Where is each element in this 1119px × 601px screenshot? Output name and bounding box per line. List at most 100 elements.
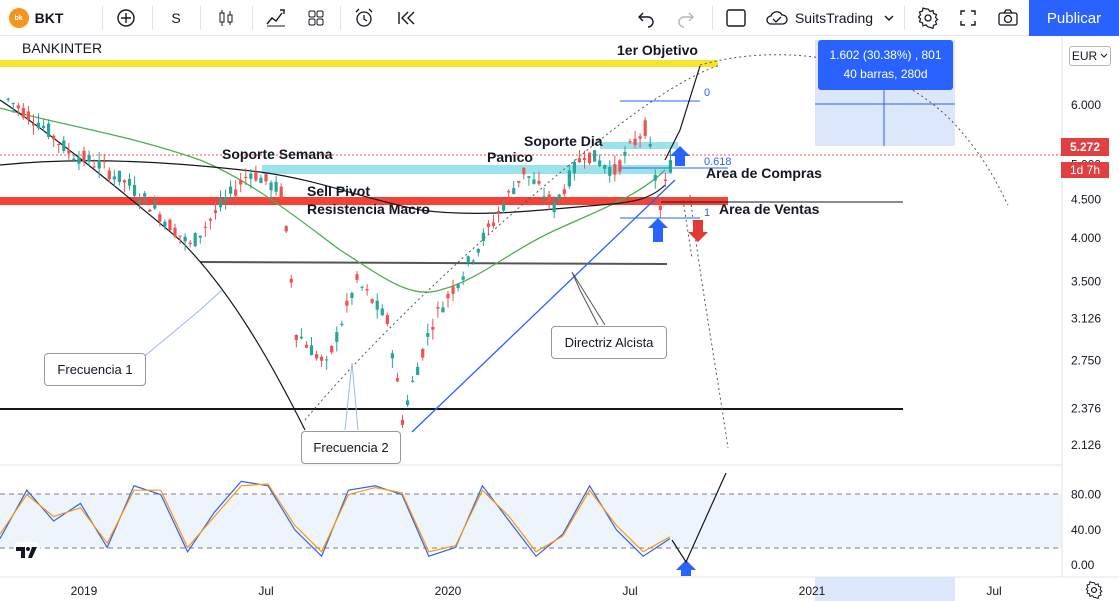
candle-body <box>461 276 465 280</box>
fib-label-0: 0 <box>704 87 710 99</box>
stochastic-oscillator[interactable] <box>0 480 671 558</box>
ma-black-line[interactable] <box>0 160 666 214</box>
publish-button[interactable]: Publicar <box>1029 0 1119 36</box>
candle-body <box>562 189 566 195</box>
axis-settings-icon[interactable] <box>1085 581 1103 599</box>
measure-line-2: 40 barras, 280d <box>843 67 928 81</box>
candle-body <box>52 135 56 140</box>
candle-body <box>628 141 632 143</box>
time-axis[interactable]: 2019Jul2020Jul2021Jul2022Jul2023Jul2024 <box>71 584 1119 598</box>
candle-body <box>663 179 667 181</box>
alert-icon[interactable] <box>350 0 378 36</box>
interval-button[interactable]: S <box>171 10 181 26</box>
candle-body <box>92 166 96 168</box>
currency-select[interactable]: EUR <box>1069 46 1111 66</box>
label-panico[interactable]: Panico <box>487 149 533 165</box>
directriz-alcista-line[interactable] <box>411 179 676 433</box>
candle-body <box>547 194 551 202</box>
candle-body <box>643 120 647 136</box>
snapshot-icon[interactable] <box>994 0 1022 36</box>
support-line-380[interactable] <box>199 261 668 265</box>
fib-label-1: 1 <box>704 207 710 219</box>
symbol-name: BKT <box>34 10 64 26</box>
callout-directriz[interactable]: Directriz Alcista <box>551 326 667 359</box>
replay-icon[interactable] <box>392 0 420 36</box>
candle-body <box>289 278 293 283</box>
layout-icon[interactable] <box>722 0 750 36</box>
candle-body <box>203 226 207 228</box>
candle-body <box>153 203 157 209</box>
candle-body <box>355 274 359 280</box>
buy-arrow-up-icon[interactable] <box>648 218 668 242</box>
templates-icon[interactable] <box>302 0 330 36</box>
buy-arrow-up-icon[interactable] <box>670 146 690 166</box>
candle-body <box>476 248 480 253</box>
osc-projection-line[interactable] <box>671 472 727 564</box>
callout-connector <box>139 289 223 361</box>
weekly-support-band[interactable] <box>262 165 672 174</box>
label-soporte-dia[interactable]: Soporte Dia <box>524 133 603 149</box>
candle-body <box>294 334 298 340</box>
candle-body <box>390 353 394 359</box>
candle-body <box>36 122 41 129</box>
candle-body <box>552 201 556 213</box>
projection-small[interactable] <box>682 199 693 259</box>
candle-body <box>117 170 121 182</box>
callout-frecuencia-2[interactable]: Frecuencia 2 <box>301 431 401 464</box>
candle-body <box>648 144 652 147</box>
projection-arc-right[interactable] <box>699 54 1009 206</box>
candle-body <box>416 366 420 375</box>
candle-body <box>259 177 263 184</box>
redo-icon[interactable] <box>672 0 700 36</box>
objective-band[interactable] <box>0 60 718 67</box>
osc-tick-label: 40.00 <box>1071 523 1101 537</box>
price-tick-label: 2.126 <box>1071 438 1101 452</box>
undo-icon[interactable] <box>632 0 660 36</box>
callout-frecuencia-1[interactable]: Frecuencia 1 <box>44 353 146 386</box>
macro-resistance-band[interactable] <box>0 197 728 205</box>
chevron-down-icon <box>884 15 894 21</box>
chart-canvas[interactable]: 1er Objetivo Soporte Semana Soporte Dia … <box>0 37 1119 601</box>
candle-body <box>502 204 506 211</box>
candle-body <box>598 160 602 166</box>
candle-body <box>527 176 531 178</box>
label-soporte-semana[interactable]: Soporte Semana <box>222 146 333 162</box>
sell-arrow-down-icon[interactable] <box>688 220 708 242</box>
projection-up-path[interactable] <box>664 65 701 161</box>
price-tick-label: 3.500 <box>1071 275 1101 289</box>
ma-green-line[interactable] <box>0 107 666 293</box>
label-objetivo[interactable]: 1er Objetivo <box>617 42 698 58</box>
symbol-search[interactable]: bk BKT <box>6 0 66 36</box>
time-tick-label: Jul <box>986 584 1001 598</box>
daily-support-band[interactable] <box>600 142 678 149</box>
price-tick-label: 3.126 <box>1071 312 1101 326</box>
price-axis[interactable]: 6.0005.0004.5004.0003.5003.1262.7502.376… <box>1071 98 1101 452</box>
tradingview-logo-icon[interactable] <box>12 542 42 562</box>
candle-body <box>532 179 536 184</box>
indicators-icon[interactable] <box>262 0 290 36</box>
candle-body <box>400 419 405 425</box>
oscillator-axis[interactable]: 80.00 40.00 0.00 <box>1071 488 1101 572</box>
osc-arrow-up-icon[interactable] <box>676 560 696 576</box>
candle-body <box>21 107 25 118</box>
candle-body <box>173 227 177 237</box>
cloud-layout-button[interactable]: SuitsTrading <box>760 0 900 36</box>
candles-icon[interactable] <box>212 0 240 36</box>
candle-body <box>47 123 51 137</box>
time-range-highlight <box>815 577 955 601</box>
currency-label: EUR <box>1071 49 1098 63</box>
candle-body <box>138 200 142 203</box>
price-candles[interactable] <box>6 97 673 428</box>
label-resistencia[interactable]: Resistencia Macro <box>307 201 430 217</box>
settings-icon[interactable] <box>914 0 942 36</box>
label-ventas[interactable]: Area de Ventas <box>719 201 820 217</box>
osc-tick-label: 80.00 <box>1071 488 1101 502</box>
price-tick-label: 4.000 <box>1071 231 1101 245</box>
candle-body <box>411 380 415 382</box>
add-symbol-icon[interactable] <box>112 0 140 36</box>
label-sell-pivot[interactable]: Sell Pivot <box>307 183 370 199</box>
projection-arc[interactable] <box>304 64 721 421</box>
candle-body <box>542 196 546 198</box>
fullscreen-icon[interactable] <box>954 0 982 36</box>
label-compras[interactable]: Area de Compras <box>706 165 822 181</box>
